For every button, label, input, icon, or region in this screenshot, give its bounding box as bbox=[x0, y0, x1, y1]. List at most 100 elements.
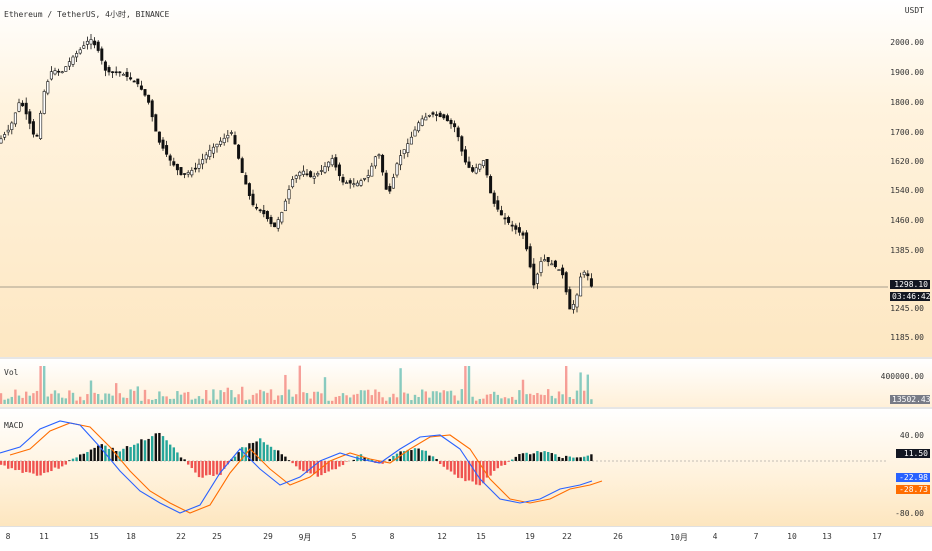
candle bbox=[565, 271, 567, 295]
histogram-bar bbox=[489, 461, 491, 476]
histogram-bar bbox=[457, 461, 459, 478]
volume-bar bbox=[255, 393, 257, 404]
candle bbox=[119, 71, 121, 77]
time-axis-label: 22 bbox=[562, 532, 572, 541]
candle bbox=[479, 164, 481, 172]
histogram-bar bbox=[295, 461, 297, 466]
candle bbox=[425, 113, 427, 120]
candle bbox=[108, 65, 110, 75]
candle bbox=[403, 150, 405, 159]
macd-pane[interactable]: MACD 40.00 -80.00 11.50 -22.98 -28.73 bbox=[0, 409, 932, 526]
candle bbox=[219, 137, 221, 147]
volume-bar bbox=[443, 390, 445, 404]
volume-bar bbox=[453, 395, 455, 404]
histogram-bar bbox=[65, 461, 67, 465]
candle bbox=[468, 157, 470, 168]
volume-pane[interactable]: Vol 400000.00 13502.43 bbox=[0, 359, 932, 407]
histogram-bar bbox=[101, 444, 103, 461]
candle bbox=[75, 51, 77, 62]
histogram-bar bbox=[126, 446, 128, 461]
candle bbox=[579, 273, 581, 296]
volume-bar bbox=[288, 390, 290, 404]
candle bbox=[234, 131, 236, 144]
candle bbox=[432, 111, 434, 117]
candle bbox=[227, 130, 229, 142]
volume-bar bbox=[435, 391, 437, 404]
volume-bar bbox=[338, 396, 340, 404]
volume-bar bbox=[245, 400, 247, 404]
volume-bar bbox=[515, 400, 517, 404]
time-axis-label: 8 bbox=[390, 532, 395, 541]
volume-bar bbox=[263, 391, 265, 404]
volume-bar bbox=[479, 399, 481, 404]
candle bbox=[79, 47, 81, 55]
histogram-bar bbox=[93, 448, 95, 461]
volume-bar bbox=[194, 399, 196, 404]
histogram-bar bbox=[504, 461, 506, 465]
histogram-bar bbox=[518, 454, 520, 461]
candle bbox=[338, 163, 340, 181]
candle bbox=[183, 173, 185, 178]
volume-bar bbox=[407, 394, 409, 404]
candle bbox=[302, 165, 304, 176]
price-y-label: 1900.00 bbox=[890, 68, 924, 77]
volume-bar bbox=[302, 392, 304, 404]
candle bbox=[115, 67, 117, 76]
volume-bar bbox=[209, 401, 211, 404]
histogram-bar bbox=[515, 457, 517, 461]
time-axis-label: 15 bbox=[89, 532, 99, 541]
volume-bar bbox=[486, 395, 488, 404]
volume-bar bbox=[158, 391, 160, 404]
macd-title[interactable]: MACD bbox=[4, 421, 23, 430]
volume-bar bbox=[248, 400, 250, 404]
volume-bar bbox=[457, 401, 459, 404]
volume-bar bbox=[111, 396, 113, 404]
histogram-bar bbox=[583, 457, 585, 461]
candle bbox=[21, 100, 23, 107]
histogram-bar bbox=[313, 461, 315, 474]
histogram-bar bbox=[198, 461, 200, 477]
histogram-bar bbox=[169, 445, 171, 461]
candle bbox=[104, 60, 106, 76]
volume-bar bbox=[273, 400, 275, 404]
volume-bar bbox=[576, 391, 578, 404]
volume-bar bbox=[65, 398, 67, 404]
volume-bar bbox=[101, 400, 103, 404]
histogram-bar bbox=[277, 450, 279, 461]
volume-bar bbox=[212, 389, 214, 404]
candle bbox=[86, 37, 88, 50]
candle bbox=[543, 255, 545, 262]
candle bbox=[3, 132, 5, 140]
candle bbox=[54, 68, 56, 76]
volume-bar bbox=[216, 400, 218, 404]
volume-bar bbox=[475, 401, 477, 404]
volume-bar bbox=[569, 397, 571, 404]
candle bbox=[353, 178, 355, 187]
volume-bar bbox=[39, 366, 41, 404]
histogram-bar bbox=[551, 453, 553, 461]
histogram-bar bbox=[57, 461, 59, 469]
price-pane[interactable]: Ethereum / TetherUS, 4小时, BINANCE USDT 2… bbox=[0, 0, 932, 357]
volume-bar bbox=[129, 389, 131, 404]
histogram-bar bbox=[590, 454, 592, 461]
histogram-bar bbox=[43, 461, 45, 473]
histogram-bar bbox=[176, 452, 178, 461]
volume-y-label: 400000.00 bbox=[881, 372, 924, 381]
time-axis-label: 19 bbox=[525, 532, 535, 541]
candlestick-chart[interactable] bbox=[0, 0, 932, 357]
histogram-bar bbox=[435, 459, 437, 461]
candle bbox=[61, 71, 63, 74]
candle bbox=[291, 176, 293, 188]
candle bbox=[263, 205, 265, 217]
histogram-value-tag: 11.50 bbox=[896, 449, 930, 458]
candle bbox=[223, 134, 225, 146]
candle bbox=[410, 132, 412, 144]
symbol-title[interactable]: Ethereum / TetherUS, 4小时, BINANCE bbox=[4, 9, 169, 20]
candle bbox=[93, 37, 95, 48]
candle bbox=[349, 178, 351, 188]
volume-bar bbox=[137, 386, 139, 404]
volume-title[interactable]: Vol bbox=[4, 368, 18, 377]
candle bbox=[345, 180, 347, 183]
